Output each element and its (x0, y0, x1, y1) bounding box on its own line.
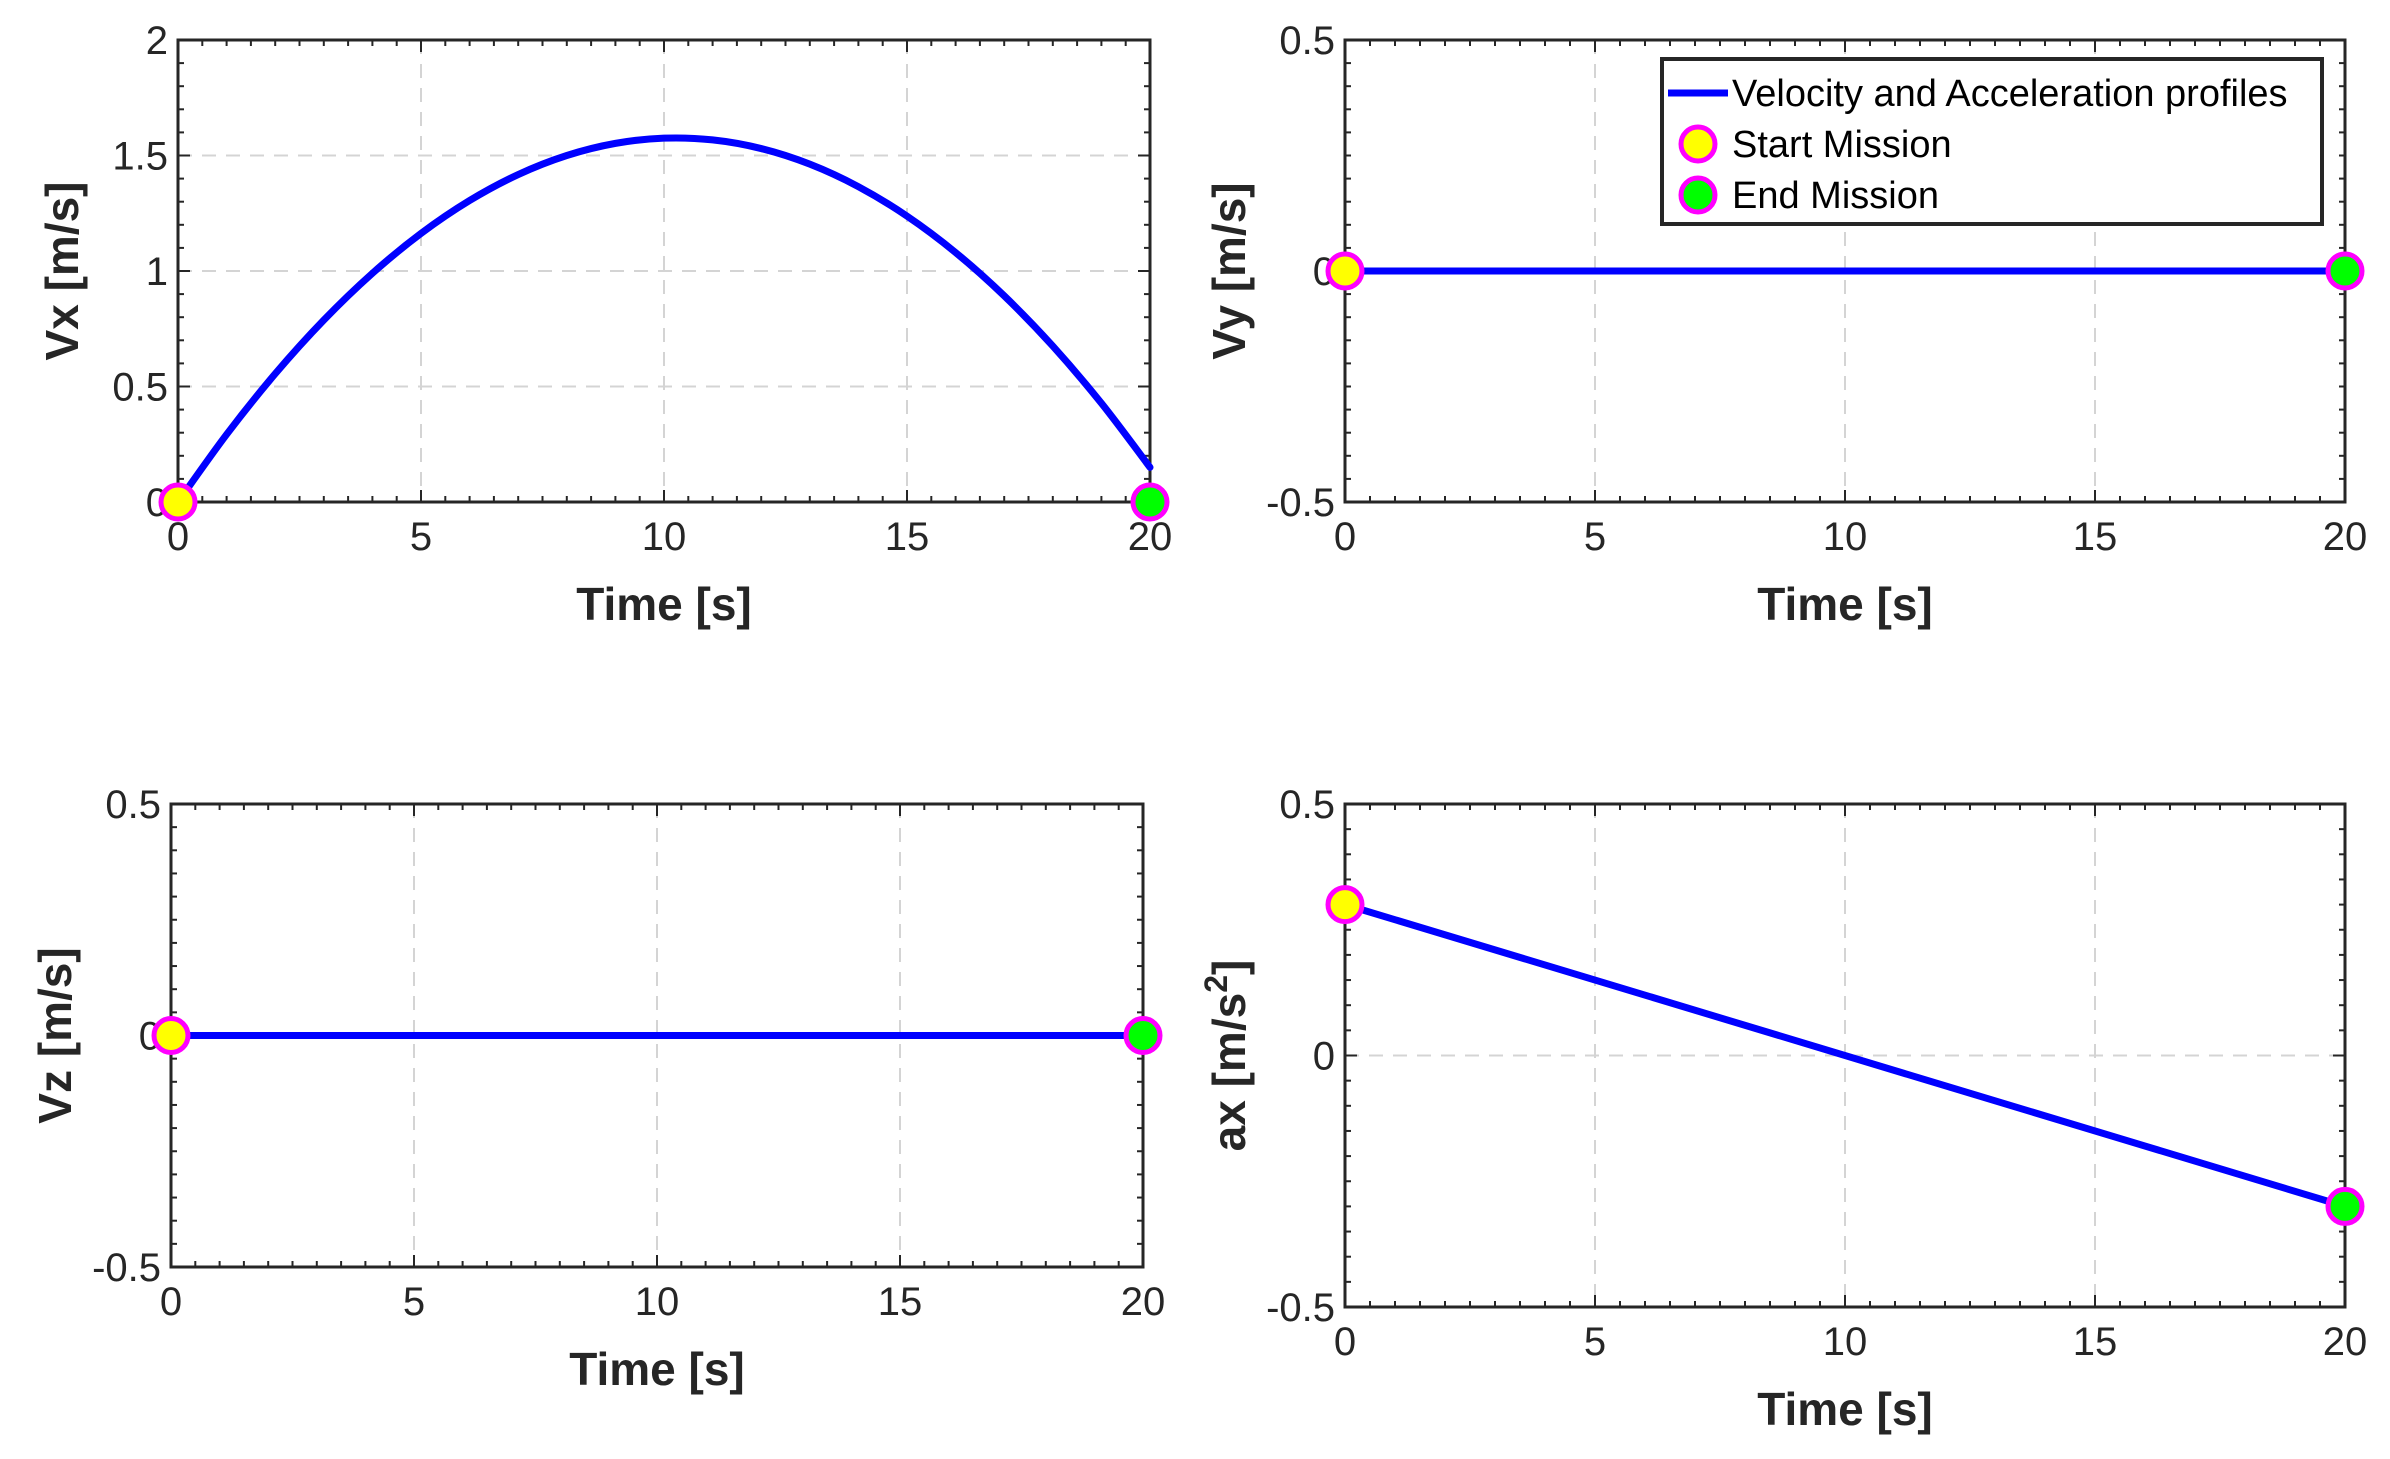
legend-label: End Mission (1732, 175, 1939, 217)
x-tick-label: 20 (2323, 515, 2368, 559)
y-tick-label: 1 (146, 250, 168, 294)
series-line-vx (174, 134, 1154, 506)
x-tick-label: 15 (2073, 515, 2118, 559)
x-tick-label: 15 (878, 1280, 923, 1324)
x-tick-label: 5 (1584, 515, 1606, 559)
x-tick-label: 20 (2323, 1320, 2368, 1364)
series-line-ax (1341, 901, 2349, 1210)
x-tick-label: 10 (1823, 515, 1868, 559)
y-tick-label: 0 (1313, 1035, 1335, 1079)
x-tick-label: 10 (642, 515, 687, 559)
x-tick-label: 15 (2073, 1320, 2118, 1364)
y-tick-label: 0.5 (112, 366, 168, 410)
x-axis-label: Time [s] (576, 578, 752, 630)
x-tick-label: 20 (1121, 1280, 1166, 1324)
legend-end-marker (1678, 175, 1718, 215)
y-tick-label: -0.5 (92, 1246, 161, 1290)
y-axis-label: Vx [m/s] (36, 182, 88, 361)
y-axis-label: Vz [m/s] (29, 947, 81, 1123)
axes-box (176, 38, 1152, 504)
y-tick-label: 2 (146, 19, 168, 63)
y-tick-label: 0.5 (1279, 783, 1335, 827)
y-tick-label: 1.5 (112, 135, 168, 179)
x-tick-label: 0 (160, 1280, 182, 1324)
x-tick-label: 0 (1334, 515, 1356, 559)
end-mission-marker (1123, 1016, 1163, 1055)
y-tick-label: 0.5 (1279, 19, 1335, 63)
start-mission-marker (1325, 885, 1365, 925)
axes-box (1343, 802, 2347, 1309)
x-tick-label: 20 (1128, 515, 1173, 559)
x-tick-label: 0 (167, 515, 189, 559)
y-tick-label: -0.5 (1266, 481, 1335, 525)
y-axis-label: ax [m/s2] (1198, 960, 1255, 1152)
end-mission-marker (2325, 251, 2365, 291)
x-axis-label: Time [s] (1757, 578, 1933, 630)
end-mission-marker (1130, 482, 1170, 522)
end-mission-marker (2325, 1186, 2365, 1226)
legend-box (1660, 57, 2324, 226)
x-axis-label: Time [s] (1757, 1383, 1933, 1435)
start-mission-marker (158, 482, 198, 522)
x-tick-label: 5 (403, 1280, 425, 1324)
x-tick-label: 0 (1334, 1320, 1356, 1364)
legend: Velocity and Acceleration profiles Start … (1660, 57, 2324, 226)
start-mission-marker (1325, 251, 1365, 291)
x-axis-label: Time [s] (569, 1343, 745, 1395)
x-tick-label: 5 (410, 515, 432, 559)
legend-start-marker (1678, 124, 1718, 164)
x-tick-label: 15 (885, 515, 930, 559)
x-tick-label: 5 (1584, 1320, 1606, 1364)
start-mission-marker (151, 1016, 191, 1055)
y-axis-label: Vy [m/s] (1203, 182, 1255, 359)
y-tick-label: 0.5 (105, 783, 161, 827)
x-tick-label: 10 (635, 1280, 680, 1324)
x-tick-label: 10 (1823, 1320, 1868, 1364)
legend-label: Start Mission (1732, 124, 1952, 166)
legend-label: Velocity and Acceleration profiles (1732, 73, 2288, 115)
y-tick-label: -0.5 (1266, 1286, 1335, 1330)
